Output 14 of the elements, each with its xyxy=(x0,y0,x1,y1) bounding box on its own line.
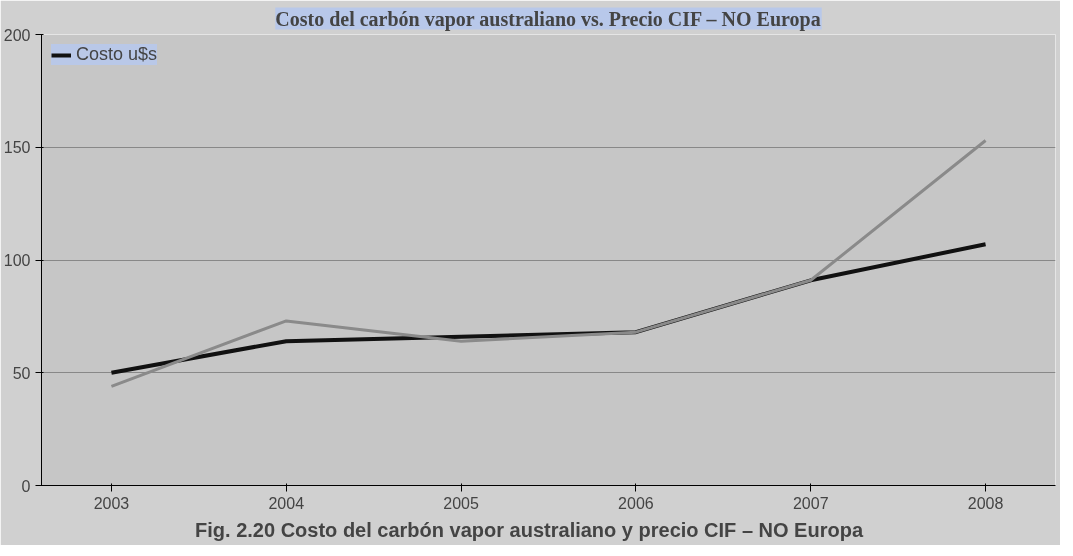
chart-title: Costo del carbón vapor australiano vs. Precio CIF – NO Europa xyxy=(275,7,821,31)
x-tick-label: 2004 xyxy=(268,494,305,512)
y-tick-label: 100 xyxy=(3,252,31,269)
y-tick-label: 50 xyxy=(12,364,31,382)
x-tick-label: 2003 xyxy=(93,494,130,512)
x-tick-label: 2006 xyxy=(618,494,654,512)
y-tick-label: 150 xyxy=(3,139,31,157)
y-tick-label: 200 xyxy=(3,26,31,44)
caption: Fig. 2.20 Costo del carbón vapor australiano y precio CIF – NO Europa xyxy=(195,518,864,541)
x-tick-label: 2007 xyxy=(792,494,829,512)
x-tick-label: 2008 xyxy=(967,494,1004,512)
legend-label: Costo u$s xyxy=(76,44,158,65)
x-tick-label: 2005 xyxy=(443,494,479,512)
y-tick-label: 0 xyxy=(21,477,31,495)
